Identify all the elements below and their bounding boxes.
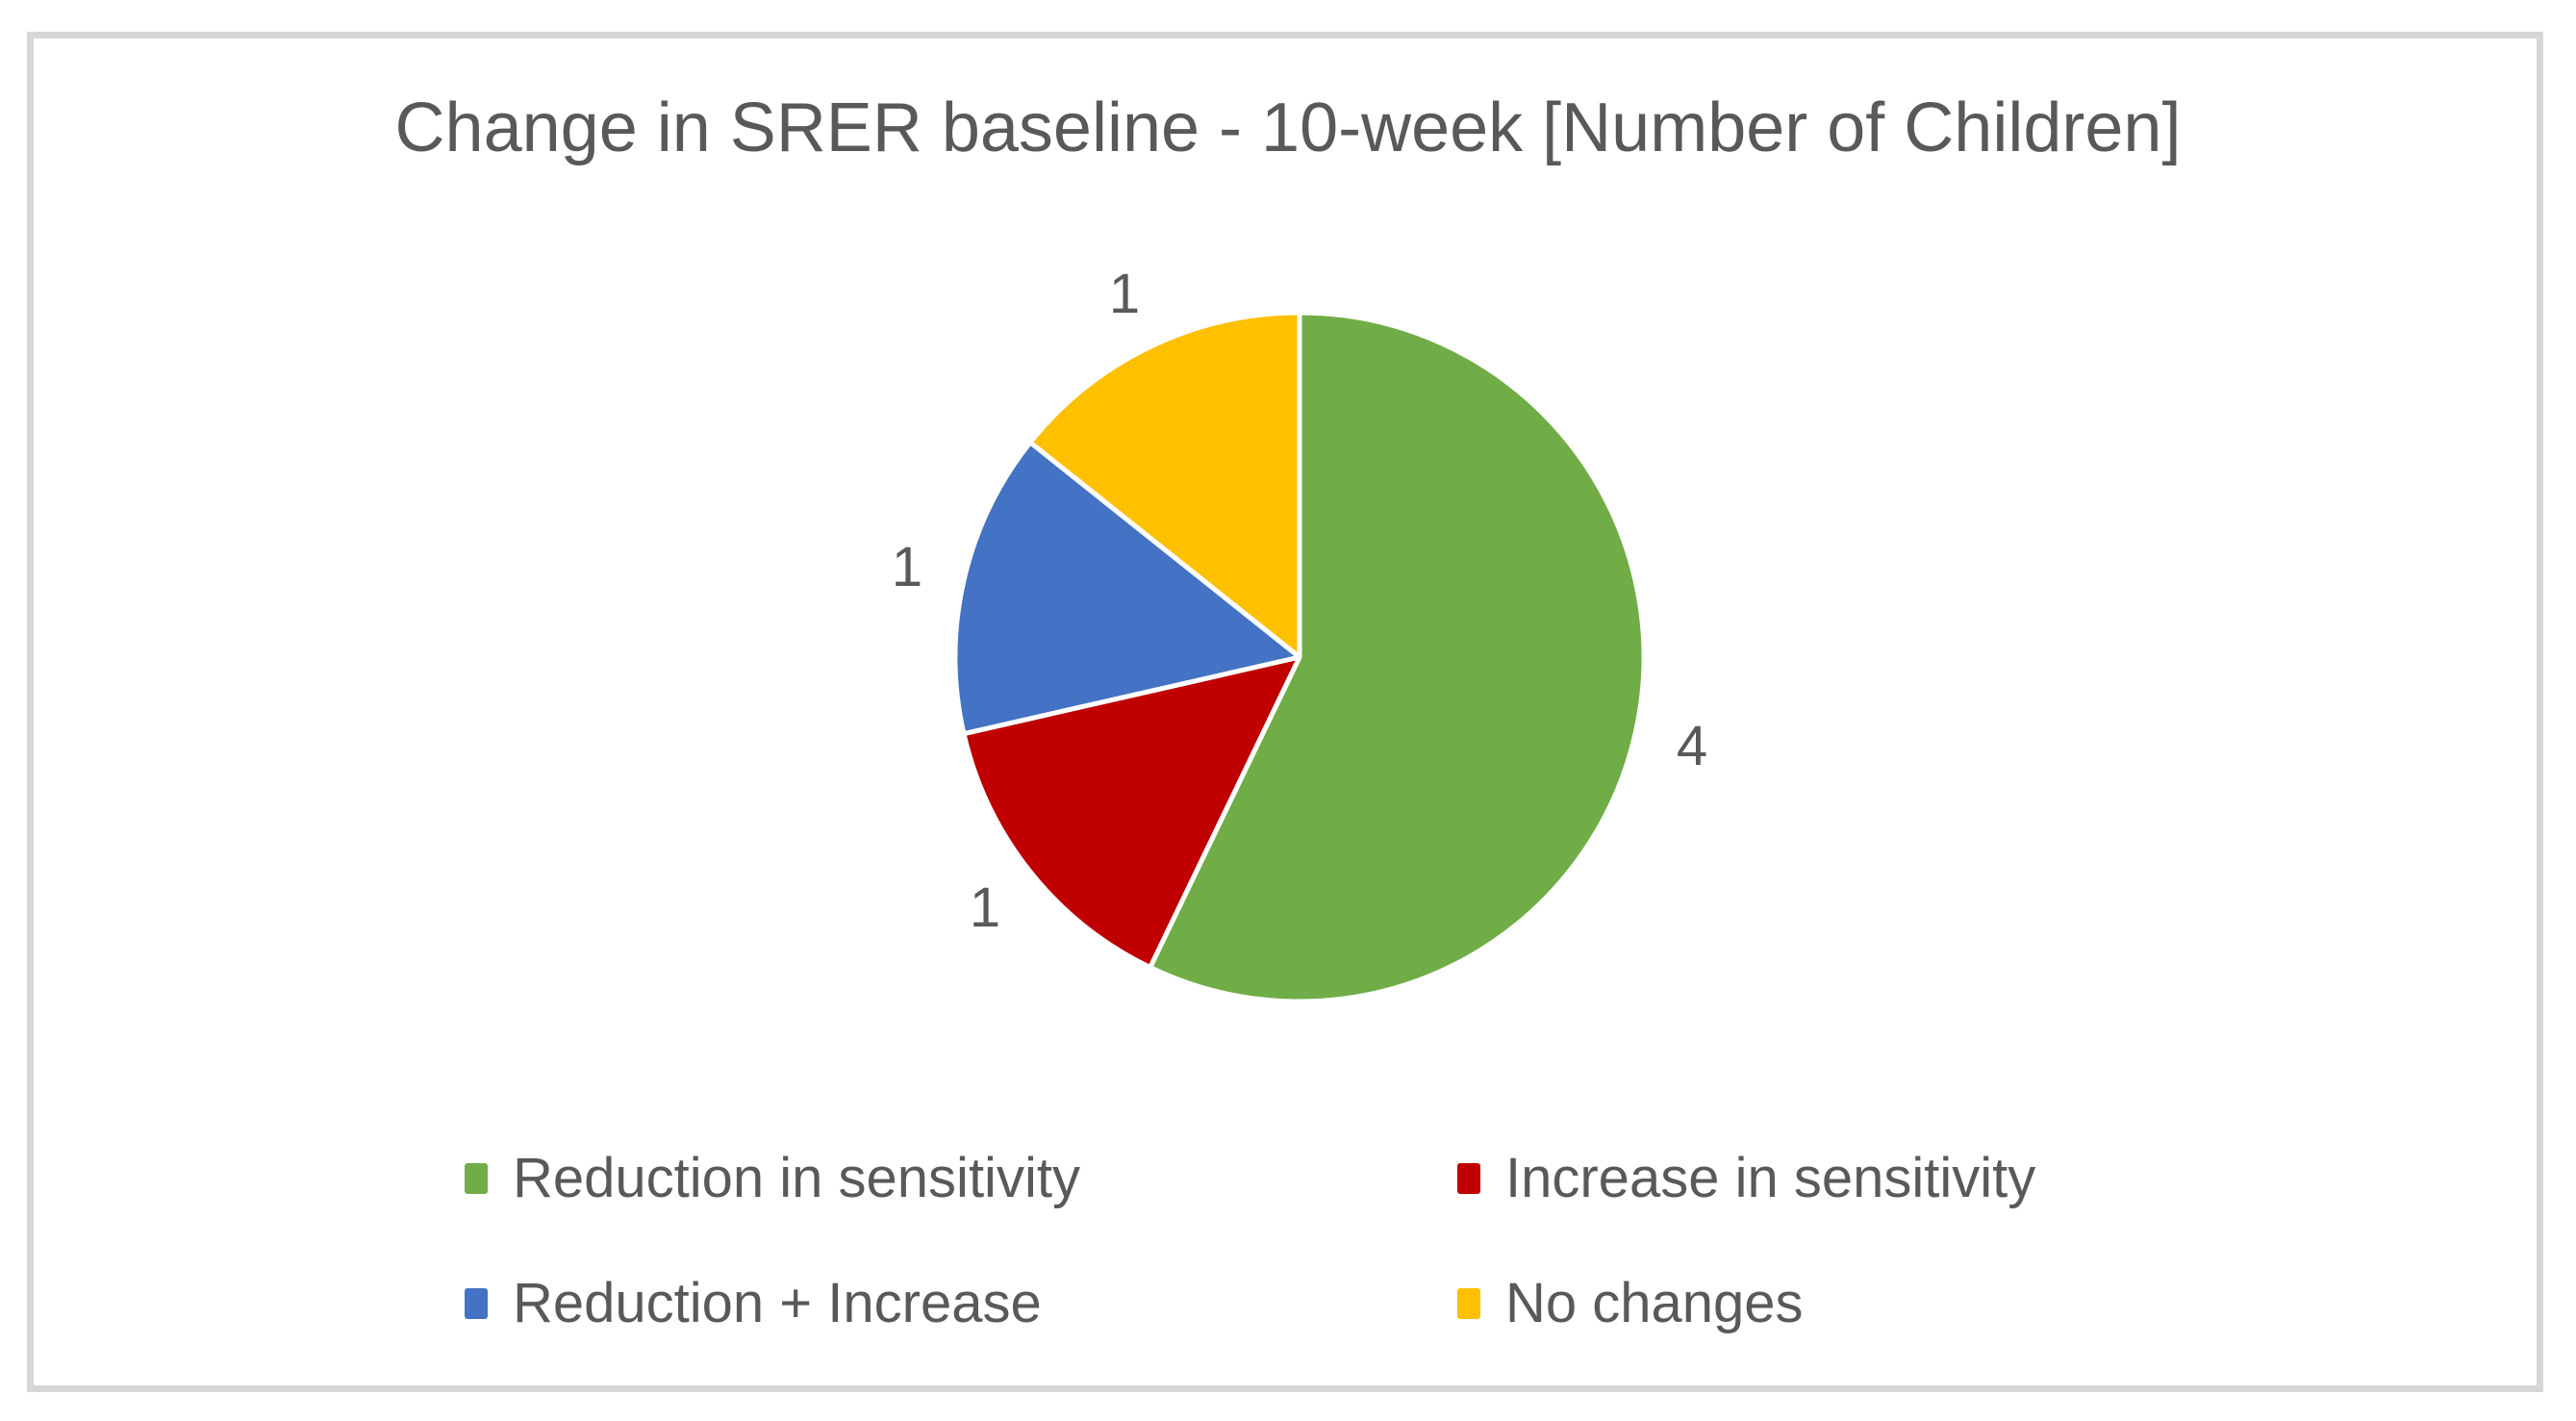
legend-label: Reduction + Increase xyxy=(513,1272,1042,1334)
pie-slice-no-changes xyxy=(1027,310,1302,660)
legend-swatch-reduction-in-sensitivity xyxy=(465,1163,488,1194)
legend-item-increase-in-sensitivity: Increase in sensitivity xyxy=(1457,1151,2450,1206)
legend-label: No changes xyxy=(1505,1272,1804,1334)
pie-slice-reduction-in-sensitivity xyxy=(1148,310,1647,1004)
legend-swatch-reduction-increase xyxy=(465,1288,488,1319)
legend: Reduction in sensitivity Increase in sens… xyxy=(465,1116,2450,1366)
data-label-reduction-in-sensitivity: 4 xyxy=(1676,715,1708,777)
legend-label: Reduction in sensitivity xyxy=(513,1147,1080,1209)
legend-item-reduction-in-sensitivity: Reduction in sensitivity xyxy=(465,1151,1457,1206)
data-label-reduction-increase: 1 xyxy=(891,536,923,598)
legend-label: Increase in sensitivity xyxy=(1505,1147,2036,1209)
legend-swatch-increase-in-sensitivity xyxy=(1457,1163,1480,1194)
data-label-increase-in-sensitivity: 1 xyxy=(969,876,1001,939)
legend-item-no-changes: No changes xyxy=(1457,1276,2450,1332)
legend-swatch-no-changes xyxy=(1457,1288,1480,1319)
legend-item-reduction-increase: Reduction + Increase xyxy=(465,1276,1457,1332)
data-label-no-changes: 1 xyxy=(1108,263,1141,325)
pie-slice-increase-in-sensitivity xyxy=(961,654,1302,971)
chart-title: Change in SRER baseline - 10-week [Numbe… xyxy=(394,89,2182,166)
pie-slice-reduction-increase xyxy=(952,440,1302,737)
